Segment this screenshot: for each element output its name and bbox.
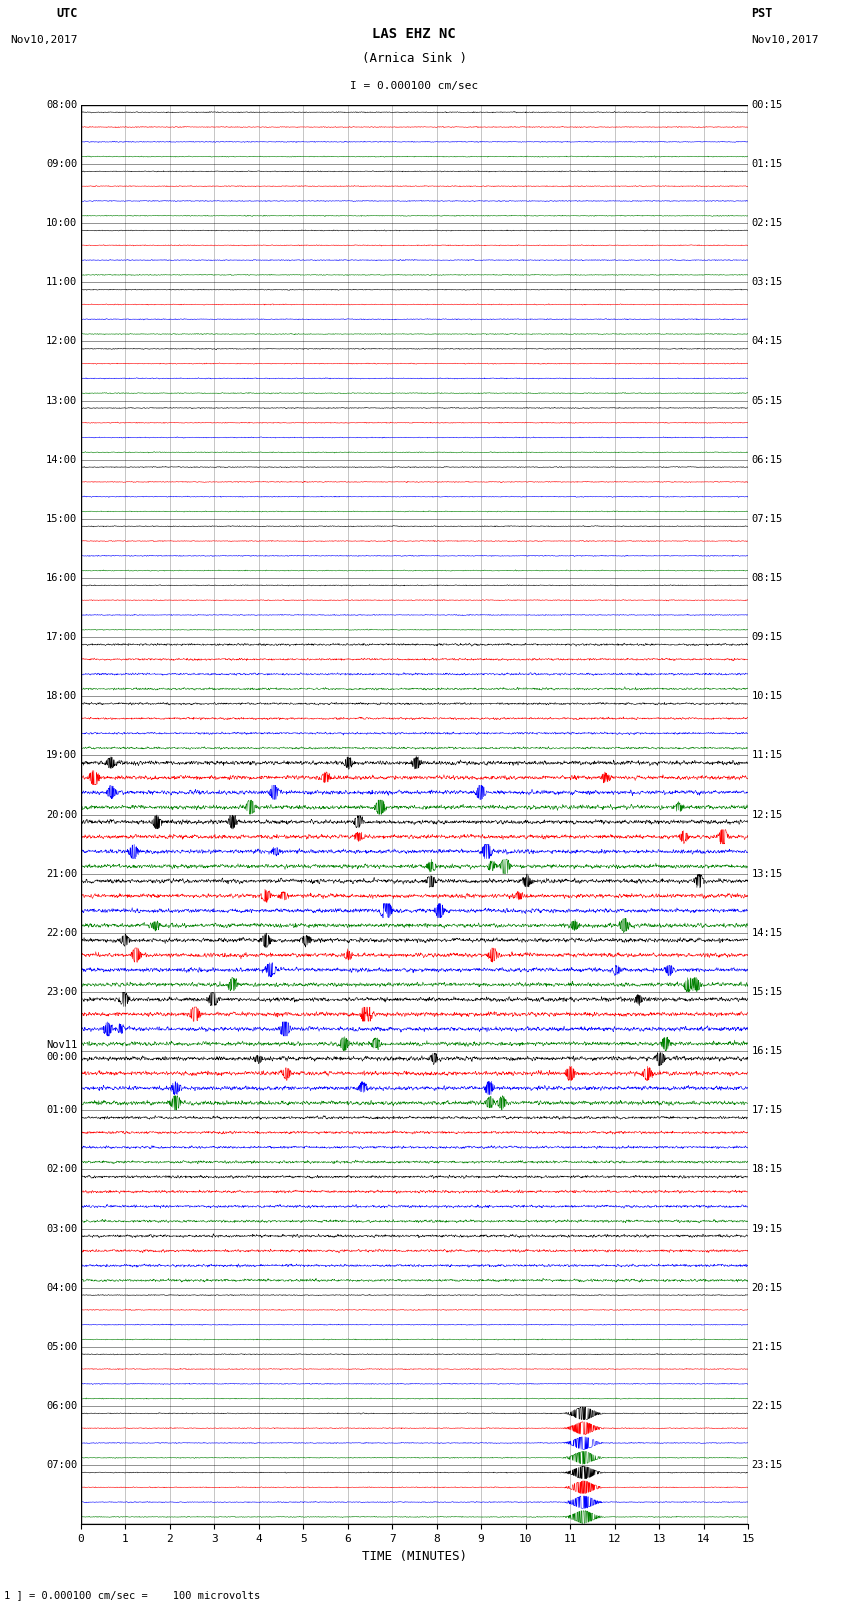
Text: 12:00: 12:00: [46, 337, 77, 347]
Text: 04:15: 04:15: [751, 337, 783, 347]
Text: 03:15: 03:15: [751, 277, 783, 287]
Text: Nov10,2017: Nov10,2017: [751, 35, 819, 45]
Text: 20:15: 20:15: [751, 1282, 783, 1292]
Text: 10:00: 10:00: [46, 218, 77, 227]
Text: 10:15: 10:15: [751, 692, 783, 702]
Text: 07:00: 07:00: [46, 1460, 77, 1469]
Text: PST: PST: [751, 6, 773, 19]
Text: 14:15: 14:15: [751, 927, 783, 937]
Text: 21:00: 21:00: [46, 869, 77, 879]
Text: 13:15: 13:15: [751, 869, 783, 879]
Text: 18:00: 18:00: [46, 692, 77, 702]
Text: 09:15: 09:15: [751, 632, 783, 642]
Text: 21:15: 21:15: [751, 1342, 783, 1352]
Text: 05:00: 05:00: [46, 1342, 77, 1352]
Text: 12:15: 12:15: [751, 810, 783, 819]
Text: 18:15: 18:15: [751, 1165, 783, 1174]
Text: 15:00: 15:00: [46, 515, 77, 524]
Text: 22:15: 22:15: [751, 1402, 783, 1411]
Text: 19:15: 19:15: [751, 1224, 783, 1234]
Text: 20:00: 20:00: [46, 810, 77, 819]
Text: Nov10,2017: Nov10,2017: [10, 35, 77, 45]
Bar: [81, 105, 748, 1524]
Text: I = 0.000100 cm/sec: I = 0.000100 cm/sec: [350, 81, 479, 90]
Text: 15:15: 15:15: [751, 987, 783, 997]
Text: 17:15: 17:15: [751, 1105, 783, 1115]
Text: 02:00: 02:00: [46, 1165, 77, 1174]
Text: 1 ] = 0.000100 cm/sec =    100 microvolts: 1 ] = 0.000100 cm/sec = 100 microvolts: [4, 1590, 260, 1600]
Text: 05:15: 05:15: [751, 395, 783, 405]
Text: 23:15: 23:15: [751, 1460, 783, 1469]
Text: 07:15: 07:15: [751, 515, 783, 524]
Text: 08:15: 08:15: [751, 573, 783, 582]
Text: 00:15: 00:15: [751, 100, 783, 110]
Text: 06:15: 06:15: [751, 455, 783, 465]
Text: 13:00: 13:00: [46, 395, 77, 405]
Text: 09:00: 09:00: [46, 160, 77, 169]
Text: 01:15: 01:15: [751, 160, 783, 169]
Text: Nov11
00:00: Nov11 00:00: [46, 1040, 77, 1061]
Text: 16:15: 16:15: [751, 1047, 783, 1057]
Text: 11:15: 11:15: [751, 750, 783, 760]
Text: 04:00: 04:00: [46, 1282, 77, 1292]
Text: 19:00: 19:00: [46, 750, 77, 760]
Text: (Arnica Sink ): (Arnica Sink ): [362, 52, 467, 65]
Text: 23:00: 23:00: [46, 987, 77, 997]
Text: 06:00: 06:00: [46, 1402, 77, 1411]
Text: 11:00: 11:00: [46, 277, 77, 287]
Text: LAS EHZ NC: LAS EHZ NC: [372, 27, 456, 40]
Text: UTC: UTC: [56, 6, 77, 19]
Text: 08:00: 08:00: [46, 100, 77, 110]
Text: 01:00: 01:00: [46, 1105, 77, 1115]
Text: 03:00: 03:00: [46, 1224, 77, 1234]
Text: 22:00: 22:00: [46, 927, 77, 937]
Text: 16:00: 16:00: [46, 573, 77, 582]
Text: 17:00: 17:00: [46, 632, 77, 642]
Text: 14:00: 14:00: [46, 455, 77, 465]
X-axis label: TIME (MINUTES): TIME (MINUTES): [362, 1550, 467, 1563]
Text: 02:15: 02:15: [751, 218, 783, 227]
